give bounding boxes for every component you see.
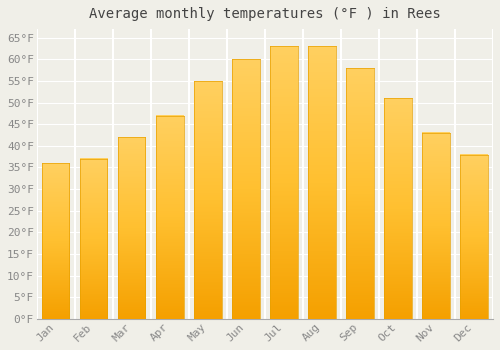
- Title: Average monthly temperatures (°F ) in Rees: Average monthly temperatures (°F ) in Re…: [89, 7, 441, 21]
